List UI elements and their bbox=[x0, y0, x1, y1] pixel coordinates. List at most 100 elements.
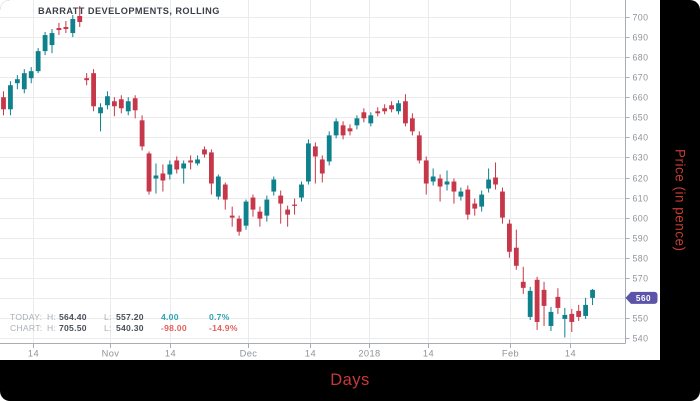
candle-down bbox=[312, 146, 318, 157]
candle-up bbox=[35, 51, 41, 72]
candle-down bbox=[500, 191, 505, 218]
candle-down bbox=[403, 101, 408, 124]
candle-up bbox=[195, 159, 200, 164]
candle-up bbox=[125, 101, 131, 112]
candle-down bbox=[174, 160, 180, 170]
candle-down bbox=[250, 197, 256, 210]
y-tick-label: 570 bbox=[633, 274, 649, 284]
candle-down bbox=[555, 296, 561, 308]
candle-up bbox=[8, 85, 13, 110]
candle-up bbox=[153, 175, 159, 179]
candle-down bbox=[437, 178, 443, 187]
candle-up bbox=[430, 176, 436, 182]
candle-down bbox=[1, 97, 6, 110]
today-high-label: H: bbox=[47, 312, 57, 322]
page-title: BARRATT DEVELOPMENTS, ROLLING bbox=[38, 6, 220, 16]
y-axis-title: Price (in pence) bbox=[672, 149, 688, 252]
candle-down bbox=[139, 120, 145, 147]
candle-up bbox=[181, 163, 187, 169]
candle-down bbox=[541, 289, 547, 306]
y-tick-label: 600 bbox=[633, 214, 649, 224]
candle-up bbox=[548, 311, 554, 326]
candle-down bbox=[146, 153, 152, 192]
candle-up bbox=[333, 121, 339, 136]
x-tick-label: Nov bbox=[102, 349, 120, 359]
today-low-value: 557.20 bbox=[116, 312, 144, 322]
candle-down bbox=[319, 159, 325, 174]
candle-down bbox=[292, 204, 297, 206]
y-tick-label: 630 bbox=[633, 153, 649, 163]
y-tick-label: 660 bbox=[633, 93, 649, 103]
candle-down bbox=[382, 108, 388, 112]
x-tick-label: 2018 bbox=[358, 349, 380, 359]
candle-up bbox=[105, 96, 110, 106]
candle-up bbox=[486, 179, 491, 189]
y-tick-label: 640 bbox=[633, 133, 649, 143]
candle-up bbox=[444, 181, 450, 185]
candle-up bbox=[368, 115, 374, 124]
candle-down bbox=[278, 195, 284, 204]
candle-down bbox=[361, 112, 367, 119]
y-axis-title-band: Price (in pence) bbox=[660, 0, 700, 401]
candle-up bbox=[215, 176, 221, 197]
candle-down bbox=[520, 281, 526, 288]
candle-up bbox=[42, 35, 48, 52]
candle-up bbox=[527, 290, 533, 317]
candle-down bbox=[576, 310, 582, 317]
y-tick-label: 700 bbox=[633, 13, 649, 23]
x-tick-label: 14 bbox=[28, 349, 39, 359]
today-change-value: 4.00 bbox=[161, 312, 179, 322]
candle-down bbox=[506, 223, 512, 252]
x-axis-title-band: Days bbox=[0, 360, 700, 401]
x-tick-label: 14 bbox=[165, 349, 176, 359]
chart-high-value: 705.50 bbox=[59, 323, 87, 333]
chart-low-value: 540.30 bbox=[116, 323, 144, 333]
candle-down bbox=[347, 128, 353, 132]
candle-down bbox=[84, 78, 90, 81]
x-tick-label: 14 bbox=[565, 349, 576, 359]
stats-row-today: TODAY: H: 564.40 L: 557.20 4.00 0.7% bbox=[10, 312, 253, 322]
candle-up bbox=[396, 103, 401, 112]
stats-row-chart: CHART: H: 705.50 L: 540.30 -98.00 -14.9% bbox=[10, 323, 253, 333]
today-change-percent: 0.7% bbox=[209, 312, 230, 322]
candle-down bbox=[472, 203, 478, 209]
candle-down bbox=[188, 160, 194, 163]
candle-down bbox=[236, 218, 242, 232]
y-tick-label: 540 bbox=[633, 334, 649, 344]
candle-up bbox=[479, 194, 485, 207]
last-price-badge-label: 560 bbox=[636, 294, 651, 303]
y-tick-label: 550 bbox=[633, 314, 649, 324]
candle-down bbox=[56, 28, 62, 31]
candle-up bbox=[562, 314, 568, 319]
y-tick-label: 680 bbox=[633, 53, 649, 63]
candle-down bbox=[534, 279, 540, 322]
candle-up bbox=[271, 179, 277, 192]
candle-up bbox=[458, 191, 464, 197]
x-tick-label: 14 bbox=[423, 349, 434, 359]
today-high-value: 564.40 bbox=[59, 312, 87, 322]
candle-up bbox=[306, 143, 311, 182]
candlestick-plot-area[interactable]: 540 550 560 570 580 590 600 610 620 630 640 650 660 6… bbox=[0, 0, 660, 360]
candle-down bbox=[132, 98, 138, 111]
candle-up bbox=[326, 135, 332, 162]
x-tick-label: Dec bbox=[240, 349, 258, 359]
candle-down bbox=[465, 189, 471, 215]
today-low-label: L: bbox=[104, 312, 112, 322]
today-label: TODAY: bbox=[10, 312, 43, 322]
y-tick-label: 580 bbox=[633, 254, 649, 264]
y-tick-label: 620 bbox=[633, 174, 649, 184]
candle-up bbox=[243, 201, 249, 226]
candle-down bbox=[257, 211, 263, 219]
candle-up bbox=[583, 304, 589, 316]
candle-down bbox=[222, 184, 228, 200]
chart-label: CHART: bbox=[10, 323, 43, 333]
candle-down bbox=[409, 118, 415, 132]
candle-up bbox=[21, 73, 27, 90]
candle-up bbox=[28, 71, 34, 79]
y-tick-label: 610 bbox=[633, 194, 649, 204]
candle-down bbox=[513, 247, 519, 266]
candle-down bbox=[389, 105, 394, 110]
candle-down bbox=[160, 173, 166, 181]
candle-down bbox=[111, 101, 117, 107]
